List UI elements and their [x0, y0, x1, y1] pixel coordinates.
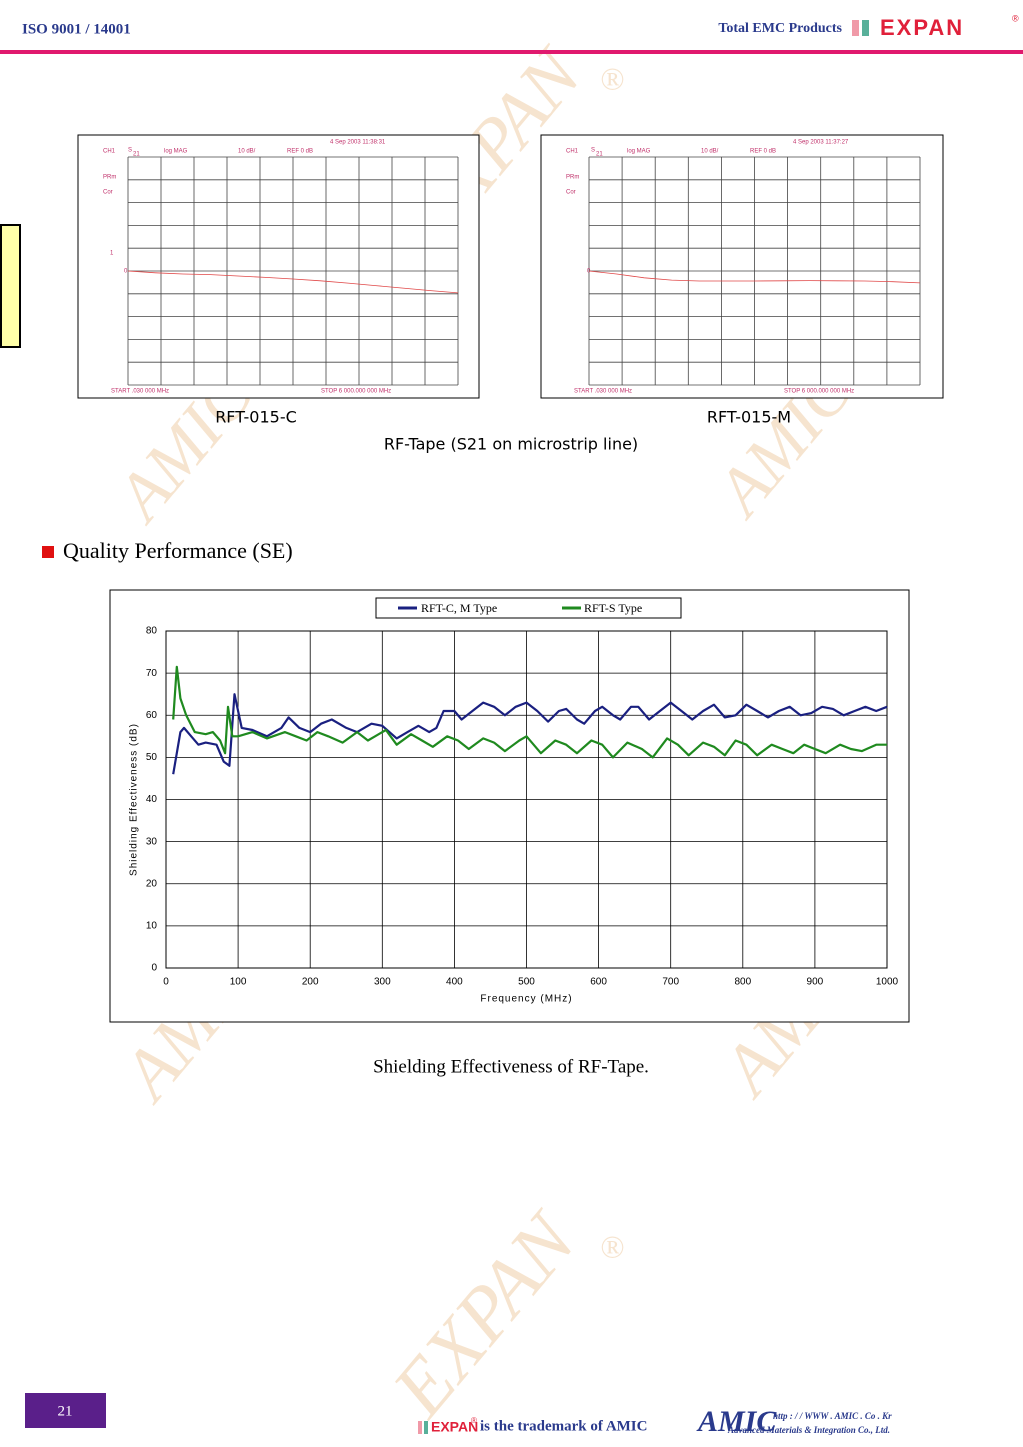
x-tick-label: 700	[662, 977, 679, 988]
figure-caption: RF-Tape (S21 on microstrip line)	[384, 435, 638, 454]
x-tick-label: 300	[374, 977, 391, 988]
x-tick-label: 0	[163, 977, 169, 988]
y-tick-label: 0	[151, 963, 157, 974]
series-line	[172, 693, 888, 775]
logo-block	[424, 1421, 428, 1434]
analyzer-label: Cor	[566, 190, 576, 196]
footer-company: AMIC	[696, 1405, 777, 1438]
x-axis-label: Frequency (MHz)	[480, 994, 572, 1005]
analyzer-label: log MAG	[164, 149, 188, 155]
plot-border	[165, 630, 888, 969]
x-tick-label: 800	[734, 977, 751, 988]
legend-box	[375, 597, 682, 619]
chart-frame	[109, 589, 910, 1023]
y-tick-label: 50	[146, 752, 158, 763]
analyzer-label: REF 0 dB	[750, 149, 776, 155]
legend-label: RFT-S Type	[584, 601, 642, 615]
section-title: Quality Performance (SE)	[63, 538, 293, 563]
footer-trademark: is the trademark of AMIC	[480, 1418, 647, 1434]
analyzer-frame	[540, 134, 944, 399]
legend-label: RFT-C, M Type	[421, 601, 497, 615]
analyzer-label: CH1	[103, 149, 116, 155]
chart-caption: RFT-015-M	[707, 408, 791, 427]
analyzer-label: PRm	[566, 175, 579, 181]
watermark: EXPAN	[375, 1194, 594, 1432]
logo-block	[418, 1421, 422, 1434]
analyzer-label: CH1	[566, 149, 579, 155]
series-line	[172, 665, 887, 759]
y-tick-label: 60	[146, 710, 158, 721]
page-number: 21	[58, 1403, 73, 1419]
analyzer-label: 21	[133, 152, 140, 158]
x-tick-label: 900	[807, 977, 824, 988]
x-tick-label: 400	[446, 977, 463, 988]
logo-block	[862, 20, 869, 36]
footer-brand: EXPAN	[431, 1419, 478, 1435]
footer-company-name: Advanced Materials & Integration Co., Lt…	[727, 1425, 890, 1435]
analyzer-label: S	[591, 148, 595, 154]
y-tick-label: 70	[146, 668, 158, 679]
analyzer-label: 0	[124, 269, 128, 275]
footer-url: http : / / WWW . AMIC . Co . Kr	[773, 1411, 892, 1421]
trace	[588, 270, 921, 284]
analyzer-label: 4 Sep 2003 11:37:27	[793, 140, 849, 146]
header-iso: ISO 9001 / 14001	[22, 21, 131, 37]
analyzer-frame	[77, 134, 480, 399]
page-number-box	[25, 1393, 106, 1428]
x-tick-label: 100	[230, 977, 247, 988]
watermark-mark: ®	[600, 1228, 624, 1264]
footer-brand-mark: ®	[471, 1416, 477, 1425]
chart-caption: Shielding Effectiveness of RF-Tape.	[373, 1056, 649, 1077]
x-tick-label: 200	[302, 977, 319, 988]
analyzer-label: REF 0 dB	[287, 149, 313, 155]
analyzer-label: 1	[110, 251, 114, 257]
trace	[127, 270, 459, 294]
y-tick-label: 80	[146, 626, 158, 637]
logo-block	[852, 20, 859, 36]
y-axis-label: Shielding Effectiveness (dB)	[129, 723, 140, 876]
x-tick-label: 500	[518, 977, 535, 988]
analyzer-label: START .030 000 MHz	[111, 389, 169, 395]
y-tick-label: 20	[146, 878, 158, 889]
analyzer-label: 21	[596, 152, 603, 158]
analyzer-label: STOP 6 000.000 000 MHz	[784, 389, 854, 395]
analyzer-label: PRm	[103, 175, 116, 181]
analyzer-label: 0	[587, 269, 591, 275]
analyzer-label: log MAG	[627, 149, 651, 155]
x-tick-label: 600	[590, 977, 607, 988]
analyzer-label: 10 dB/	[701, 149, 719, 155]
x-tick-label: 1000	[876, 977, 899, 988]
analyzer-label: S	[128, 148, 132, 154]
header-rule	[0, 50, 1023, 54]
chart-caption: RFT-015-C	[215, 408, 297, 427]
y-tick-label: 30	[146, 836, 158, 847]
analyzer-label: 10 dB/	[238, 149, 256, 155]
analyzer-label: 4 Sep 2003 11:38:31	[330, 140, 386, 146]
analyzer-label: START .030 000 MHz	[574, 389, 632, 395]
watermark-mark: ®	[600, 60, 624, 96]
header-logo: EXPAN	[880, 15, 964, 40]
side-tab	[0, 224, 21, 348]
header-logo-mark: ®	[1012, 13, 1019, 23]
analyzer-label: STOP 6 000.000 000 MHz	[321, 389, 391, 395]
y-tick-label: 10	[146, 921, 158, 932]
y-tick-label: 40	[146, 794, 158, 805]
header-tagline: Total EMC Products	[718, 21, 842, 36]
bullet	[42, 546, 54, 558]
analyzer-label: Cor	[103, 190, 113, 196]
